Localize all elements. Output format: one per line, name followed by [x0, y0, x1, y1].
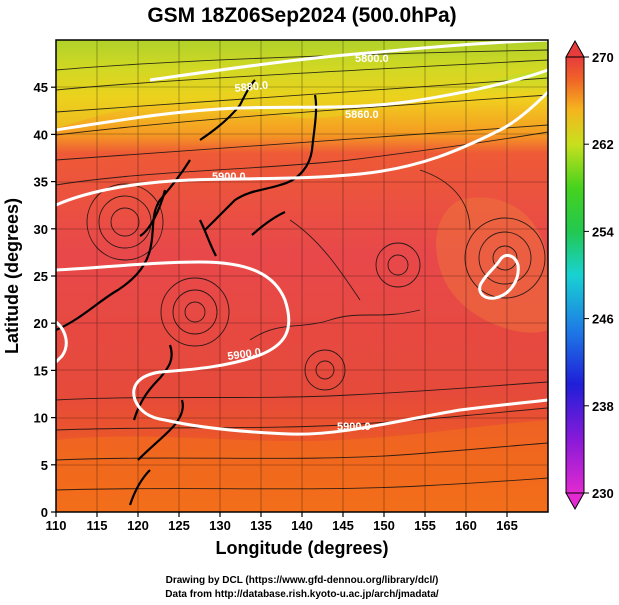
y-tick-label: 35 — [34, 175, 48, 190]
x-axis-ticks: 110 115 120 125 130 135 140 145 150 155 160 165 — [46, 512, 518, 533]
colorbar-label: 254 — [592, 224, 614, 239]
credit-data: Data from http://database.rish.kyoto-u.a… — [165, 589, 439, 600]
colorbar-label: 270 — [592, 50, 614, 65]
x-tick-label: 120 — [127, 518, 149, 533]
contour-label: 5880.0 — [234, 80, 269, 95]
colorbar-fill — [565, 56, 585, 494]
y-tick-label: 45 — [34, 80, 48, 95]
x-tick-label: 160 — [455, 518, 477, 533]
y-tick-label: 15 — [34, 363, 48, 378]
warm-patch-east — [436, 197, 548, 333]
colorbar-label: 230 — [592, 486, 614, 501]
x-tick-label: 135 — [250, 518, 272, 533]
x-tick-label: 125 — [168, 518, 190, 533]
y-tick-label: 40 — [34, 127, 48, 142]
colorbar-label: 246 — [592, 312, 614, 327]
figure-title: GSM 18Z06Sep2024 (500.0hPa) — [147, 4, 456, 27]
y-tick-label: 30 — [34, 222, 48, 237]
contour-5800 — [149, 40, 548, 82]
y-tick-label: 5 — [41, 458, 48, 473]
x-tick-label: 140 — [291, 518, 313, 533]
x-tick-label: 155 — [414, 518, 436, 533]
contour-label: 5800.0 — [355, 53, 389, 65]
x-tick-label: 110 — [46, 518, 67, 533]
colorbar-bottom-arrow — [565, 492, 585, 511]
contour-5900-north — [56, 90, 548, 207]
height-contours — [56, 40, 548, 436]
y-axis-label: Latitude (degrees) — [2, 198, 22, 354]
coastlines — [56, 79, 318, 506]
contour-label: 5860.0 — [345, 109, 379, 121]
plot-area: 5800.0 5900.0 5880.0 5900.0 5860.0 5900.… — [56, 40, 548, 512]
colorbar-label: 262 — [592, 137, 614, 152]
graticule — [56, 40, 548, 512]
y-tick-label: 10 — [34, 411, 48, 426]
contour-label: 5900.0 — [212, 171, 246, 183]
colorbar-ticks: 270 262 254 246 238 230 — [584, 50, 614, 501]
x-tick-label: 130 — [209, 518, 231, 533]
contour-label: 5900.0 — [337, 421, 371, 433]
y-tick-label: 0 — [41, 505, 48, 520]
x-tick-label: 150 — [373, 518, 395, 533]
y-tick-label: 25 — [34, 269, 48, 284]
y-axis-ticks: 0 5 10 15 20 25 30 35 40 45 — [34, 80, 56, 520]
colorbar-top-arrow — [565, 39, 585, 58]
contour-5900-south — [56, 260, 548, 436]
contour-labels: 5800.0 5900.0 5880.0 5900.0 5860.0 5900.… — [212, 53, 389, 433]
contour-5880-north — [56, 68, 548, 132]
x-tick-label: 145 — [332, 518, 354, 533]
colorbar: 270 262 254 246 238 230 — [565, 39, 614, 511]
contour-5900-island — [478, 253, 520, 300]
x-axis-label: Longitude (degrees) — [215, 538, 388, 558]
x-tick-label: 115 — [87, 518, 108, 533]
contour-label: 5900.0 — [227, 346, 262, 363]
x-tick-label: 165 — [496, 518, 518, 533]
y-tick-label: 20 — [34, 316, 48, 331]
colorbar-label: 238 — [592, 399, 614, 414]
credit-drawing: Drawing by DCL (https://www.gfd-dennou.o… — [166, 575, 439, 586]
